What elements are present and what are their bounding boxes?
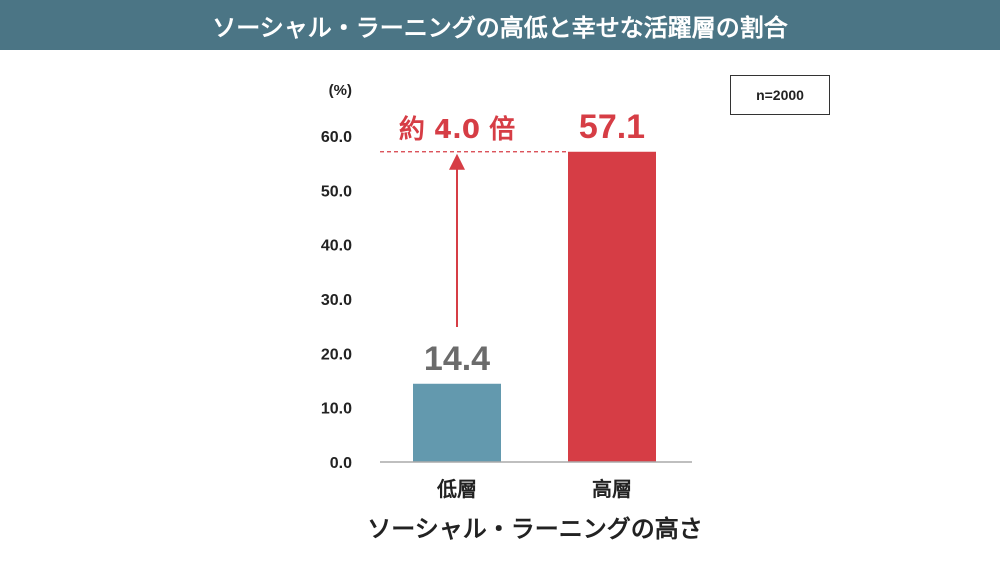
data-label: 57.1 xyxy=(579,108,645,146)
y-tick-label: 60.0 xyxy=(321,129,352,146)
comparison-annotation: 約 4.0 倍 xyxy=(380,114,568,327)
y-axis-ticks: 0.0 10.0 20.0 30.0 40.0 50.0 60.0 xyxy=(321,129,352,472)
x-axis-title: ソーシャル・ラーニングの高さ xyxy=(367,515,703,543)
y-tick-label: 10.0 xyxy=(321,401,352,418)
bar-low xyxy=(413,383,501,462)
multiplier-label: 約 4.0 倍 xyxy=(399,114,515,145)
y-tick-label: 0.0 xyxy=(330,455,352,472)
category-label: 低層 xyxy=(436,477,477,501)
y-tick-label: 20.0 xyxy=(321,346,352,363)
sample-size-box: n=2000 xyxy=(730,75,830,115)
category-label: 高層 xyxy=(592,477,632,501)
y-tick-label: 30.0 xyxy=(321,292,352,309)
y-axis-unit: (%) xyxy=(329,82,352,99)
bars: 14.4 低層 57.1 高層 xyxy=(413,108,656,501)
y-tick-label: 40.0 xyxy=(321,238,352,255)
arrow-head-icon xyxy=(449,153,465,170)
title-bar: ソーシャル・ラーニングの高低と幸せな活躍層の割合 xyxy=(0,0,1000,50)
bar-high xyxy=(568,151,656,463)
chart-title: ソーシャル・ラーニングの高低と幸せな活躍層の割合 xyxy=(212,13,788,42)
y-tick-label: 50.0 xyxy=(321,183,352,200)
data-label: 14.4 xyxy=(424,340,490,378)
